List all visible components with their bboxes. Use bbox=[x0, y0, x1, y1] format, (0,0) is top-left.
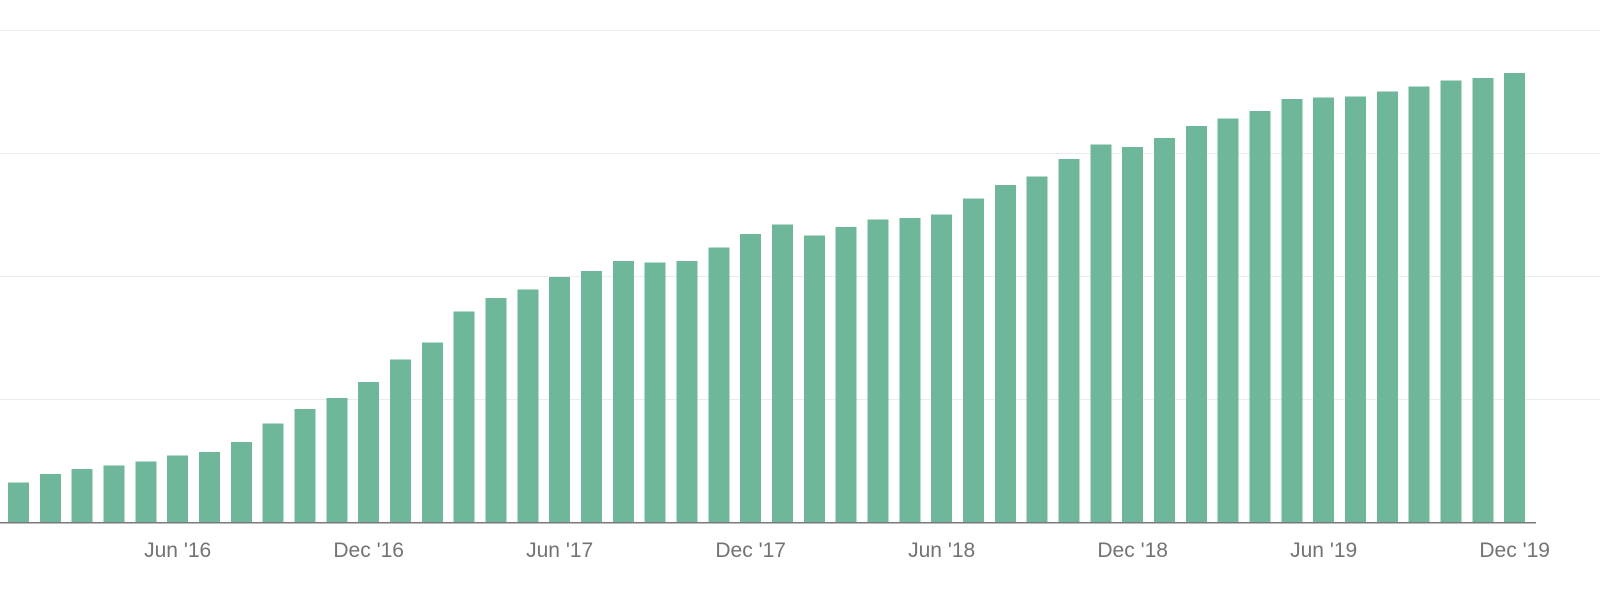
bar-32 bbox=[994, 184, 1016, 523]
bar-26 bbox=[803, 235, 825, 522]
bar-42 bbox=[1313, 97, 1335, 523]
x-tick-label-1: Jun '16 bbox=[144, 539, 211, 562]
bar-41 bbox=[1281, 98, 1303, 522]
bar-36 bbox=[1122, 146, 1144, 522]
x-tick-label-4: Dec '17 bbox=[715, 539, 786, 562]
bar-19 bbox=[581, 271, 603, 522]
bar-46 bbox=[1440, 80, 1462, 523]
bar-23 bbox=[708, 247, 730, 522]
bars bbox=[8, 73, 1526, 523]
bar-38 bbox=[1185, 125, 1207, 522]
bar-24 bbox=[740, 234, 762, 522]
bar-35 bbox=[1090, 144, 1112, 522]
bar-8 bbox=[230, 442, 252, 522]
x-axis-tick-labels: Jun '16 Dec '16 Jun '17 Dec '17 Jun '18 Dec '… bbox=[144, 539, 1550, 562]
bar-1 bbox=[8, 482, 30, 522]
bar-31 bbox=[963, 198, 985, 522]
bar-25 bbox=[772, 224, 794, 522]
bar-14 bbox=[421, 342, 443, 522]
bar-21 bbox=[644, 262, 666, 522]
bar-6 bbox=[167, 455, 189, 522]
bar-17 bbox=[517, 289, 539, 522]
x-tick-label-5: Jun '18 bbox=[908, 539, 975, 562]
bar-11 bbox=[326, 397, 348, 522]
bar-2 bbox=[39, 474, 61, 522]
bar-18 bbox=[549, 277, 571, 522]
bar-16 bbox=[485, 298, 507, 522]
bar-43 bbox=[1345, 96, 1367, 523]
bar-40 bbox=[1249, 111, 1271, 523]
x-tick-label-3: Jun '17 bbox=[526, 539, 593, 562]
bar-28 bbox=[867, 219, 889, 523]
bar-33 bbox=[1026, 176, 1048, 522]
x-tick-label-8: Dec '19 bbox=[1479, 539, 1550, 562]
bar-47 bbox=[1472, 77, 1494, 522]
x-tick-label-7: Jun '19 bbox=[1290, 539, 1357, 562]
bar-44 bbox=[1376, 91, 1398, 522]
bar-13 bbox=[390, 359, 412, 522]
bar-5 bbox=[135, 461, 157, 522]
bar-3 bbox=[71, 469, 93, 522]
bar-29 bbox=[899, 218, 921, 522]
bar-15 bbox=[453, 311, 475, 522]
bar-9 bbox=[262, 423, 284, 522]
bar-27 bbox=[835, 226, 857, 523]
bar-10 bbox=[294, 408, 316, 522]
bar-4 bbox=[103, 465, 125, 522]
bar-12 bbox=[358, 381, 380, 522]
bar-45 bbox=[1408, 86, 1430, 522]
bar-7 bbox=[199, 451, 221, 522]
bar-22 bbox=[676, 261, 698, 522]
x-tick-label-2: Dec '16 bbox=[333, 539, 404, 562]
bar-48 bbox=[1504, 73, 1526, 523]
bar-30 bbox=[931, 214, 953, 522]
bar-37 bbox=[1154, 138, 1176, 523]
x-tick-label-6: Dec '18 bbox=[1097, 539, 1168, 562]
bar-34 bbox=[1058, 159, 1080, 522]
bar-20 bbox=[612, 261, 634, 522]
bar-39 bbox=[1217, 118, 1239, 522]
